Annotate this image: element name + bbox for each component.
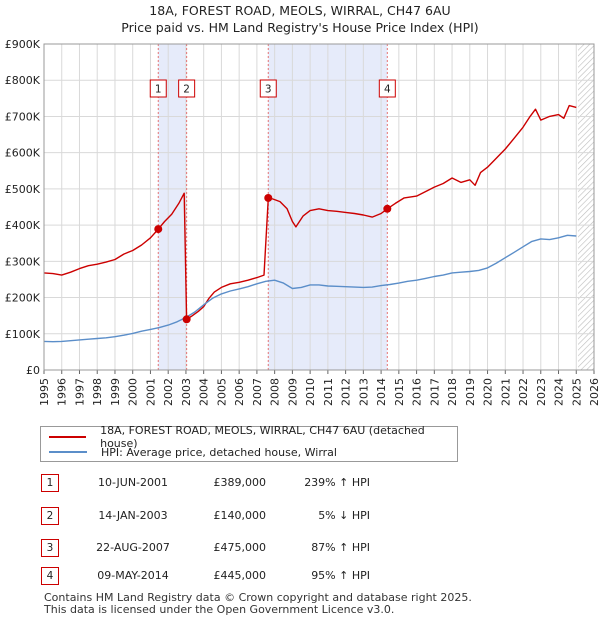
price-chart: 1 2 3 4 £0 £100K £200K £300K £400K £500K £600K £70… bbox=[5, 38, 600, 406]
table-row: 4 09-MAY-2014 £445,000 95% ↑ HPI bbox=[0, 567, 600, 587]
row-date: 22-AUG-2007 bbox=[96, 541, 170, 554]
legend-hpi: HPI: Average price, detached house, Wirr… bbox=[49, 445, 337, 459]
forecast-hatch bbox=[578, 44, 594, 370]
legend-property-label: 18A, FOREST ROAD, MEOLS, WIRRAL, CH47 6A… bbox=[100, 424, 425, 450]
y-tick-label: £300K bbox=[5, 255, 41, 268]
row-number-badge: 4 bbox=[41, 567, 59, 585]
legend-property: 18A, FOREST ROAD, MEOLS, WIRRAL, CH47 6A… bbox=[49, 424, 457, 450]
row-hpi: 5% ↓ HPI bbox=[318, 509, 370, 522]
x-tick-label: 2015 bbox=[393, 378, 406, 406]
x-tick-label: 2025 bbox=[570, 378, 583, 406]
table-row: 3 22-AUG-2007 £475,000 87% ↑ HPI bbox=[0, 539, 600, 559]
row-hpi: 239% ↑ HPI bbox=[304, 476, 370, 489]
x-tick-label: 2006 bbox=[233, 378, 246, 406]
event-badge-label: 1 bbox=[155, 84, 162, 96]
y-tick-label: £700K bbox=[5, 110, 41, 123]
table-row: 2 14-JAN-2003 £140,000 5% ↓ HPI bbox=[0, 507, 600, 527]
x-tick-label: 2011 bbox=[322, 378, 335, 406]
legend-hpi-swatch bbox=[49, 451, 87, 453]
row-date: 10-JUN-2001 bbox=[97, 476, 169, 489]
x-tick-label: 1996 bbox=[56, 378, 69, 406]
x-tick-label: 1997 bbox=[73, 378, 86, 406]
row-number-badge: 1 bbox=[41, 474, 59, 492]
x-tick-label: 2024 bbox=[553, 378, 566, 406]
x-tick-label: 2007 bbox=[251, 378, 264, 406]
event-badge bbox=[259, 79, 277, 98]
row-number-badge: 2 bbox=[41, 507, 59, 525]
x-tick-label: 2016 bbox=[411, 378, 424, 406]
y-tick-label: £600K bbox=[5, 147, 41, 160]
y-tick-label: £0 bbox=[26, 364, 40, 377]
x-tick-label: 2026 bbox=[588, 378, 600, 406]
x-tick-label: 1998 bbox=[91, 378, 104, 406]
row-date: 14-JAN-2003 bbox=[98, 509, 168, 522]
sale-point bbox=[264, 193, 273, 202]
legend-hpi-label: HPI: Average price, detached house, Wirr… bbox=[101, 445, 337, 459]
x-tick-label: 2017 bbox=[428, 378, 441, 406]
x-tick-label: 2012 bbox=[340, 378, 353, 406]
event-badge bbox=[149, 79, 167, 98]
x-tick-label: 2000 bbox=[127, 378, 140, 406]
y-tick-label: £800K bbox=[5, 74, 41, 87]
y-tick-label: £200K bbox=[5, 292, 41, 305]
x-tick-label: 2010 bbox=[304, 378, 317, 406]
y-tick-label: £500K bbox=[5, 183, 41, 196]
x-tick-label: 2004 bbox=[198, 378, 211, 406]
event-badge-label: 3 bbox=[265, 84, 272, 96]
y-tick-label: £400K bbox=[5, 219, 41, 232]
footer-copyright: Contains HM Land Registry data © Crown c… bbox=[44, 591, 472, 604]
row-price: £445,000 bbox=[213, 569, 267, 582]
x-tick-label: 2009 bbox=[286, 378, 299, 406]
y-tick-label: £900K bbox=[5, 38, 41, 51]
event-badge bbox=[378, 79, 396, 98]
event-badge bbox=[178, 79, 196, 98]
row-price: £140,000 bbox=[213, 509, 267, 522]
row-price: £475,000 bbox=[213, 541, 267, 554]
event-badge-label: 2 bbox=[183, 84, 190, 96]
sale-point bbox=[383, 204, 392, 213]
hpi-line bbox=[43, 234, 577, 343]
x-tick-label: 2022 bbox=[517, 378, 530, 406]
sale-point bbox=[154, 225, 163, 234]
x-tick-label: 2001 bbox=[144, 378, 157, 406]
property-price-line bbox=[43, 104, 577, 320]
x-tick-label: 2014 bbox=[375, 378, 388, 406]
x-tick-label: 2002 bbox=[162, 378, 175, 406]
x-tick-label: 2023 bbox=[535, 378, 548, 406]
table-row: 1 10-JUN-2001 £389,000 239% ↑ HPI bbox=[0, 474, 600, 494]
x-tick-label: 1999 bbox=[109, 378, 122, 406]
x-tick-label: 2020 bbox=[482, 378, 495, 406]
plot-border bbox=[43, 43, 595, 371]
row-hpi: 95% ↑ HPI bbox=[311, 569, 370, 582]
footer-licence: This data is licensed under the Open Gov… bbox=[44, 603, 395, 616]
sale-point bbox=[182, 315, 191, 324]
event-badge-label: 4 bbox=[384, 84, 391, 96]
chart-title: 18A, FOREST ROAD, MEOLS, WIRRAL, CH47 6A… bbox=[149, 3, 451, 18]
row-hpi: 87% ↑ HPI bbox=[311, 541, 370, 554]
legend: 18A, FOREST ROAD, MEOLS, WIRRAL, CH47 6A… bbox=[40, 424, 458, 462]
row-price: £389,000 bbox=[213, 476, 267, 489]
x-tick-label: 2021 bbox=[499, 378, 512, 406]
x-tick-label: 2003 bbox=[180, 378, 193, 406]
x-tick-label: 1995 bbox=[38, 378, 51, 406]
row-number-badge: 3 bbox=[41, 539, 59, 557]
shaded-range bbox=[158, 44, 187, 370]
legend-property-swatch bbox=[49, 436, 87, 438]
y-tick-label: £100K bbox=[5, 328, 41, 341]
x-tick-label: 2008 bbox=[269, 378, 282, 406]
chart-subtitle: Price paid vs. HM Land Registry's House … bbox=[121, 20, 479, 35]
x-tick-label: 2019 bbox=[464, 378, 477, 406]
x-tick-label: 2013 bbox=[357, 378, 370, 406]
x-tick-label: 2018 bbox=[446, 378, 459, 406]
x-tick-label: 2005 bbox=[215, 378, 228, 406]
row-date: 09-MAY-2014 bbox=[97, 569, 169, 582]
